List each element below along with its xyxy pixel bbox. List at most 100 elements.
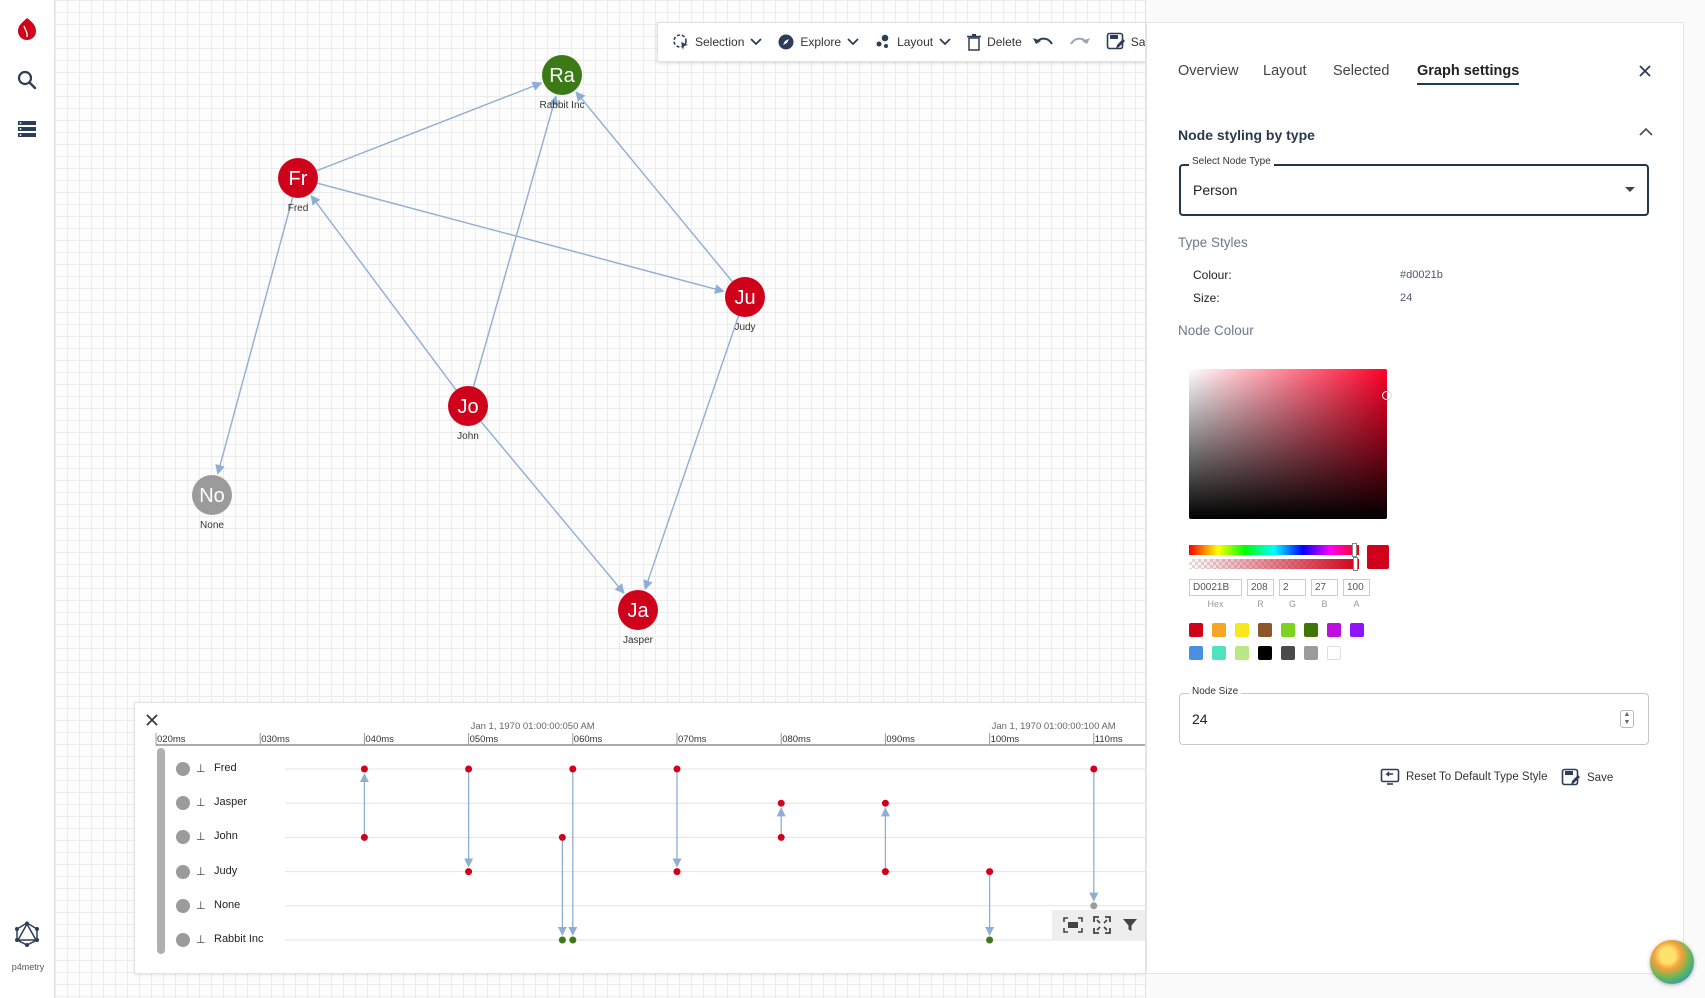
node-size-input[interactable]: 24 ▲ ▼ (1179, 693, 1649, 745)
graph-canvas[interactable]: Ra Rabbit Inc Fr Fred Ju Judy Jo John No None Ja Ja… (55, 0, 1184, 998)
colour-swatch[interactable] (1235, 623, 1249, 637)
timeline-event-point[interactable] (1090, 902, 1098, 910)
layout-menu[interactable]: Layout (874, 33, 956, 51)
alpha-slider[interactable] (1189, 559, 1359, 569)
colour-swatch[interactable] (1189, 646, 1203, 660)
timeline-event-point[interactable] (673, 765, 681, 773)
filter-icon[interactable] (1122, 917, 1138, 933)
pin-icon[interactable]: ⊥ (196, 797, 206, 810)
g-input[interactable]: 2 (1279, 579, 1306, 596)
a-input[interactable]: 100 (1343, 579, 1370, 596)
save-button[interactable]: Save (1561, 768, 1613, 788)
colour-swatch[interactable] (1327, 623, 1341, 637)
timeline-event-point[interactable] (986, 868, 994, 876)
user-avatar[interactable] (1650, 940, 1694, 984)
stepper-icon[interactable]: ▲ ▼ (1620, 710, 1634, 728)
timeline-event-point[interactable] (1090, 765, 1098, 773)
fit-timeline-icon[interactable] (1063, 917, 1083, 933)
redo-button[interactable] (1069, 35, 1096, 49)
pin-icon[interactable]: ⊥ (196, 831, 206, 844)
timeline-event-point[interactable] (360, 833, 368, 841)
node-circle[interactable] (542, 55, 582, 95)
node-circle[interactable] (448, 386, 488, 426)
undo-button[interactable] (1032, 35, 1059, 49)
timeline-event-point[interactable] (465, 765, 473, 773)
timeline-event-point[interactable] (986, 936, 994, 944)
close-panel-icon[interactable] (1637, 63, 1653, 79)
timeline-panel[interactable]: 020ms 030ms 040ms 050ms 060ms 070ms 080ms 090ms… (134, 702, 1184, 974)
colour-swatch[interactable] (1212, 623, 1226, 637)
timeline-scrollbar[interactable] (157, 748, 165, 954)
search-icon[interactable] (13, 66, 41, 94)
colour-swatch[interactable] (1258, 646, 1272, 660)
node-circle[interactable] (278, 158, 318, 198)
colour-swatch[interactable] (1235, 646, 1249, 660)
reset-style-button[interactable]: Reset To Default Type Style (1380, 768, 1548, 786)
timeline-event-point[interactable] (777, 799, 785, 807)
timeline-event-point[interactable] (777, 833, 785, 841)
colour-swatch[interactable] (1281, 646, 1295, 660)
hue-handle[interactable] (1352, 543, 1357, 557)
pin-icon[interactable]: ⊥ (196, 865, 206, 878)
saturation-handle[interactable] (1382, 391, 1391, 400)
database-icon[interactable] (13, 115, 41, 143)
close-timeline-icon[interactable] (145, 713, 159, 727)
tab-selected[interactable]: Selected (1333, 63, 1390, 79)
graph-edge-fr-ju[interactable] (317, 182, 725, 294)
delete-button[interactable]: Delete (966, 33, 1022, 51)
graph-node-jo[interactable]: Jo John (448, 386, 488, 442)
graph-edge-ju-ra[interactable] (575, 91, 733, 283)
graph-node-ra[interactable]: Ra Rabbit Inc (539, 55, 585, 111)
timeline-svg[interactable]: 020ms 030ms 040ms 050ms 060ms 070ms 080ms 090ms… (135, 703, 1185, 975)
hue-slider[interactable] (1189, 545, 1359, 555)
graph-edge-fr-no[interactable] (215, 197, 294, 475)
alpha-handle[interactable] (1353, 557, 1358, 571)
saturation-value-picker[interactable] (1189, 369, 1391, 519)
chevron-up-icon[interactable] (1639, 127, 1653, 137)
graph-node-fr[interactable]: Fr Fred (278, 158, 318, 214)
timeline-event-point[interactable] (558, 936, 566, 944)
colour-swatch[interactable] (1212, 646, 1226, 660)
timeline-event-point[interactable] (569, 936, 577, 944)
colour-swatch[interactable] (1304, 623, 1318, 637)
graph-edge-jo-ja[interactable] (480, 420, 625, 594)
pin-icon[interactable]: ⊥ (196, 763, 206, 775)
graph-node-no[interactable]: No None (192, 475, 232, 531)
selection-menu[interactable]: Selection (672, 33, 767, 51)
pin-icon[interactable]: ⊥ (196, 934, 206, 946)
timeline-event-point[interactable] (569, 765, 577, 773)
node-circle[interactable] (725, 277, 765, 317)
pin-icon[interactable]: ⊥ (196, 899, 206, 912)
tab-overview[interactable]: Overview (1178, 63, 1239, 79)
b-input[interactable]: 27 (1311, 579, 1338, 596)
timeline-event-point[interactable] (881, 799, 889, 807)
brand-logo-icon[interactable] (13, 15, 41, 43)
tab-layout[interactable]: Layout (1263, 63, 1307, 79)
timeline-event-point[interactable] (558, 833, 566, 841)
explore-menu[interactable]: Explore (777, 33, 864, 51)
expand-icon[interactable] (1093, 916, 1112, 934)
colour-swatch[interactable] (1327, 646, 1341, 660)
timeline-event-point[interactable] (881, 868, 889, 876)
graph-edge-fr-ra[interactable] (316, 81, 543, 172)
graphql-icon[interactable] (13, 920, 41, 948)
colour-swatch[interactable] (1258, 623, 1272, 637)
colour-swatch[interactable] (1281, 623, 1295, 637)
graph-edge-jo-ra[interactable] (472, 95, 559, 387)
r-input[interactable]: 208 (1247, 579, 1274, 596)
timeline-event-point[interactable] (673, 868, 681, 876)
hex-input[interactable]: D0021B (1189, 579, 1242, 596)
colour-swatch[interactable] (1304, 646, 1318, 660)
timeline-event-point[interactable] (465, 868, 473, 876)
node-circle[interactable] (618, 590, 658, 630)
colour-swatch[interactable] (1189, 623, 1203, 637)
colour-swatch[interactable] (1350, 623, 1364, 637)
graph-node-ja[interactable]: Ja Jasper (618, 590, 658, 646)
tab-graph-settings[interactable]: Graph settings (1417, 63, 1520, 85)
graph-edge-ju-ja[interactable] (643, 315, 740, 591)
graph-edge-jo-fr[interactable] (310, 194, 457, 391)
node-type-select[interactable]: Person (1179, 164, 1649, 216)
timeline-event-point[interactable] (360, 765, 368, 773)
graph-node-ju[interactable]: Ju Judy (725, 277, 765, 333)
